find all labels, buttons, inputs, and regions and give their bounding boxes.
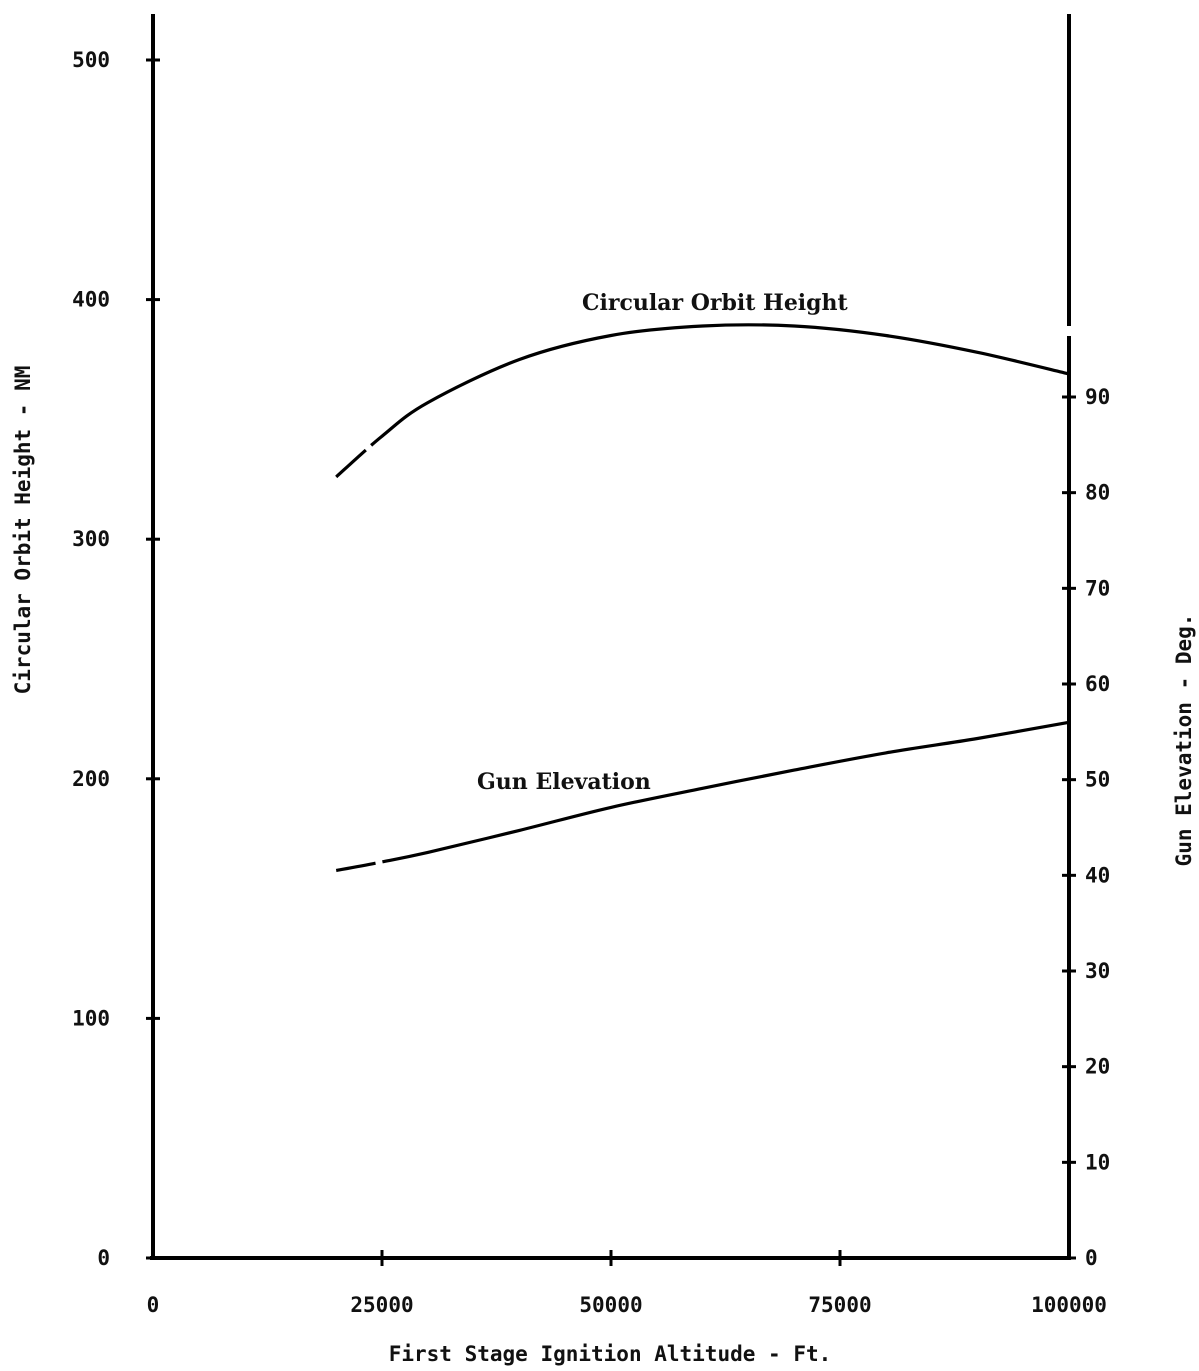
x-ticks: 0 25000 50000 75000 100000 — [147, 1250, 1107, 1317]
right-y-tick-label: 20 — [1085, 1055, 1110, 1079]
left-y-tick-label: 500 — [72, 48, 110, 72]
left-y-tick-label: 100 — [72, 1006, 110, 1030]
series-line-circular-orbit-height — [335, 323, 1070, 479]
left-y-tick-label: 0 — [97, 1246, 110, 1270]
right-y-tick-label: 70 — [1085, 576, 1110, 600]
series-label-circular-orbit-height: Circular Orbit Height — [582, 290, 849, 316]
left-y-ticks: 0 100 200 300 400 500 — [72, 48, 160, 1270]
right-y-tick-label: 40 — [1085, 863, 1110, 887]
right-y-tick-label: 90 — [1085, 385, 1110, 409]
x-tick-label: 25000 — [350, 1293, 413, 1317]
series-label-gun-elevation: Gun Elevation — [477, 769, 651, 795]
right-y-tick-label: 60 — [1085, 672, 1110, 696]
x-tick-label: 100000 — [1031, 1293, 1107, 1317]
left-y-tick-label: 200 — [72, 767, 110, 791]
left-y-axis-title: Circular Orbit Height - NM — [11, 366, 35, 695]
right-y-ticks: 0 10 20 30 40 50 60 70 80 90 — [1062, 385, 1110, 1270]
left-y-tick-label: 300 — [72, 527, 110, 551]
left-y-tick-label: 400 — [72, 288, 110, 312]
right-y-tick-label: 50 — [1085, 768, 1110, 792]
right-y-tick-label: 10 — [1085, 1150, 1110, 1174]
x-tick-label: 75000 — [808, 1293, 871, 1317]
x-tick-label: 50000 — [579, 1293, 642, 1317]
right-y-tick-label: 0 — [1085, 1246, 1098, 1270]
series-group — [335, 323, 1070, 873]
x-tick-label: 0 — [147, 1293, 160, 1317]
right-y-axis-title: Gun Elevation - Deg. — [1172, 614, 1196, 867]
right-y-tick-label: 30 — [1085, 959, 1110, 983]
right-y-tick-label: 80 — [1085, 481, 1110, 505]
x-axis-title: First Stage Ignition Altitude - Ft. — [389, 1342, 832, 1366]
series-line-gun-elevation — [335, 720, 1070, 873]
